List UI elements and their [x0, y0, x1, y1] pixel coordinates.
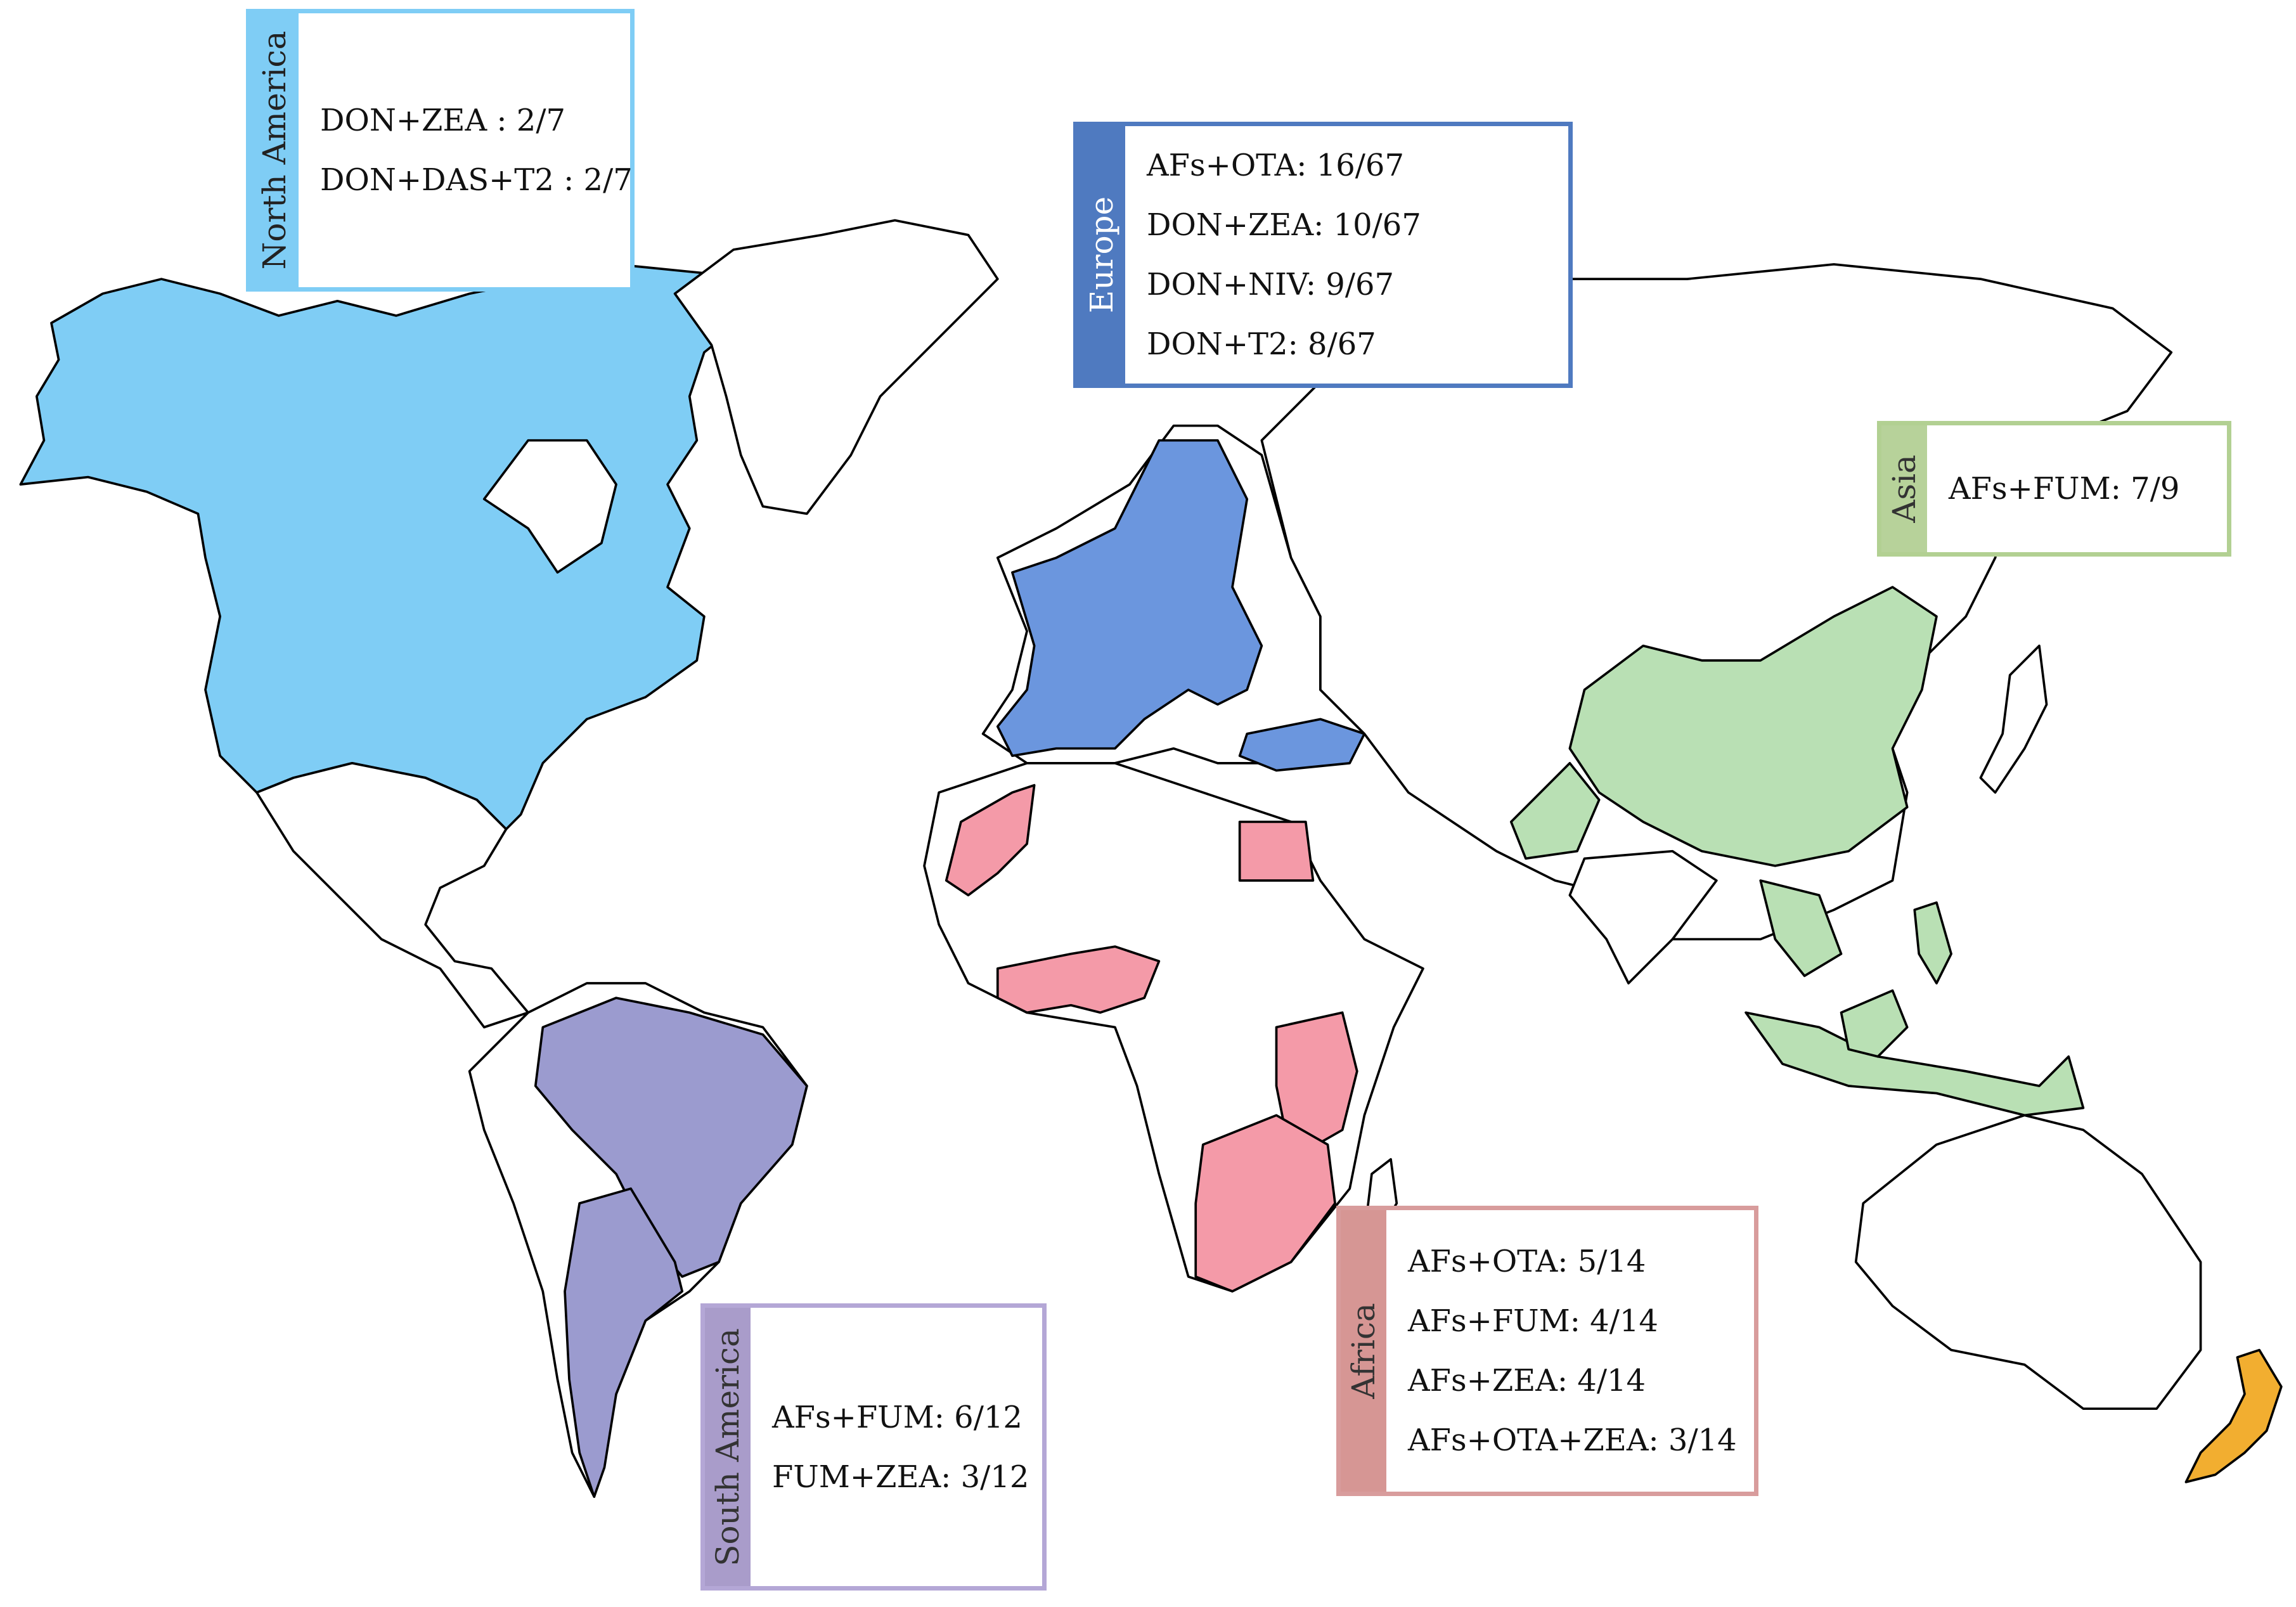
east-southern-africa-highlight: [1275, 1011, 1358, 1161]
hudson-bay: [482, 439, 617, 574]
south-america-box: South America AFs+FUM: 6/12 FUM+ZEA: 3/1…: [700, 1303, 1047, 1591]
asia-tab: Asia: [1881, 425, 1927, 552]
west-africa-highlight: [996, 945, 1161, 1014]
greenland: [673, 219, 999, 515]
africa-tab: Africa: [1341, 1210, 1386, 1492]
pakistan-highlight: [1509, 762, 1601, 860]
europe-item: DON+T2: 8/67: [1147, 326, 1376, 362]
africa-item: AFs+ZEA: 4/14: [1408, 1363, 1646, 1398]
asia-label: Asia: [1886, 455, 1923, 523]
india: [1568, 849, 1718, 984]
europe-mycotoxin-list: AFs+OTA: 16/67 DON+ZEA: 10/67 DON+NIV: 9…: [1125, 126, 1568, 384]
north-america-highlight: [19, 263, 764, 830]
asia-item: AFs+FUM: 7/9: [1949, 471, 2180, 507]
europe-highlight: [996, 439, 1263, 758]
africa-label: Africa: [1345, 1303, 1382, 1399]
europe-item: DON+NIV: 9/67: [1147, 267, 1395, 302]
australia: [1854, 1114, 2202, 1410]
europe-box: Europe AFs+OTA: 16/67 DON+ZEA: 10/67 DON…: [1073, 122, 1573, 388]
southeast-asia-highlight: [1759, 879, 1843, 978]
europe-item: AFs+OTA: 16/67: [1147, 148, 1404, 183]
south-america-mycotoxin-list: AFs+FUM: 6/12 FUM+ZEA: 3/12: [751, 1308, 1042, 1586]
southern-africa-highlight: [1194, 1114, 1336, 1293]
north-america-mycotoxin-list: DON+ZEA : 2/7 DON+DAS+T2 : 2/7: [299, 13, 633, 287]
north-america-tab: North America: [250, 13, 299, 287]
borneo-highlight: [1840, 989, 1909, 1058]
africa-item: AFs+OTA+ZEA: 3/14: [1408, 1423, 1737, 1458]
argentina-highlight: [564, 1187, 684, 1498]
south-america-item: AFs+FUM: 6/12: [772, 1399, 1022, 1435]
philippines-highlight: [1913, 901, 1952, 984]
south-america-item: FUM+ZEA: 3/12: [772, 1459, 1029, 1495]
central-america: [255, 762, 530, 1029]
north-america-box: North America DON+ZEA : 2/7 DON+DAS+T2 :…: [246, 9, 635, 292]
egypt-highlight: [1238, 820, 1315, 882]
new-zealand-highlight: [2184, 1348, 2283, 1483]
africa-box: Africa AFs+OTA: 5/14 AFs+FUM: 4/14 AFs+Z…: [1336, 1206, 1758, 1496]
japan: [1979, 644, 2048, 794]
north-america-label: North America: [256, 30, 293, 270]
africa-mycotoxin-list: AFs+OTA: 5/14 AFs+FUM: 4/14 AFs+ZEA: 4/1…: [1386, 1210, 1754, 1492]
asia-mycotoxin-list: AFs+FUM: 7/9: [1927, 425, 2227, 552]
morocco-highlight: [945, 784, 1036, 897]
europe-item: DON+ZEA: 10/67: [1147, 207, 1421, 243]
europe-label: Europe: [1083, 196, 1120, 314]
turkey-highlight: [1238, 718, 1366, 772]
europe-tab: Europe: [1078, 126, 1125, 384]
china-highlight: [1568, 586, 1938, 867]
africa-item: AFs+FUM: 4/14: [1408, 1303, 1658, 1339]
north-america-item: DON+DAS+T2 : 2/7: [320, 162, 633, 198]
asia-box: Asia AFs+FUM: 7/9: [1877, 421, 2231, 557]
brazil-highlight: [534, 997, 808, 1278]
south-america-label: South America: [709, 1327, 746, 1566]
africa-item: AFs+OTA: 5/14: [1408, 1244, 1646, 1279]
indonesia-highlight: [1745, 1011, 2085, 1117]
north-america-item: DON+ZEA : 2/7: [320, 103, 566, 138]
south-america-tab: South America: [705, 1308, 751, 1586]
